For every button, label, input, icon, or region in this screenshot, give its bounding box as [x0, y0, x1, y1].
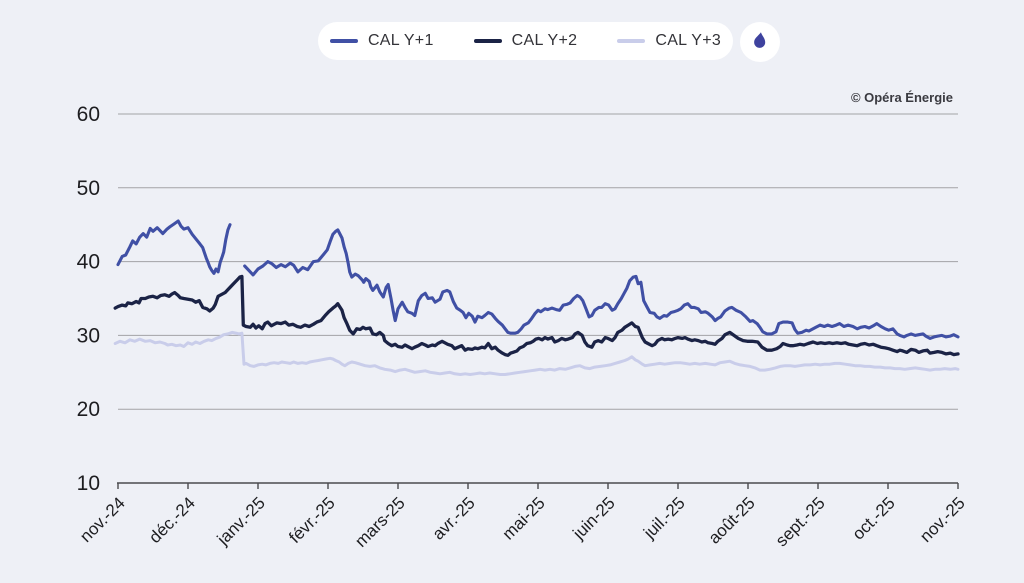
x-axis-label-mars-25: mars-25	[351, 493, 409, 551]
y-axis-label-10: 10	[77, 472, 100, 495]
y-axis-label-30: 30	[77, 324, 100, 347]
y-axis-label-20: 20	[77, 398, 100, 421]
copyright-notice: © Opéra Énergie	[850, 90, 953, 105]
series-line-cal-y-3	[113, 330, 960, 376]
x-axis-label-févr.-25: févr.-25	[285, 493, 339, 547]
x-axis-label-mai-25: mai-25	[499, 493, 549, 543]
flame-icon	[754, 32, 766, 48]
y-axis-label-40: 40	[77, 251, 100, 274]
x-axis-label-janv.-25: janv.-25	[213, 493, 269, 549]
x-axis-label-avr.-25: avr.-25	[429, 493, 479, 543]
x-axis-label-déc.-24: déc.-24	[145, 493, 199, 547]
cal-y3-line-swatch	[617, 39, 646, 43]
x-axis-label-oct.-25: oct.-25	[849, 493, 899, 543]
cal-y2-line-swatch	[473, 39, 502, 43]
legend-item-cal-y2: CAL Y+2	[473, 32, 578, 50]
cal-y1-line-swatch	[329, 39, 358, 43]
x-axis-label-nov.-24: nov.-24	[76, 493, 129, 546]
series-line-cal-y-1-seg2	[243, 228, 960, 340]
series-line-cal-y-1	[116, 219, 232, 275]
x-axis-label-nov.-25: nov.-25	[916, 493, 969, 546]
y-axis-label-60: 60	[77, 103, 100, 126]
gas-badge	[740, 22, 780, 62]
x-axis-label-août-25: août-25	[705, 493, 759, 547]
series-line-cal-y-2	[113, 274, 960, 357]
x-axis-label-sept.-25: sept.-25	[772, 493, 829, 550]
legend-label-cal-y2: CAL Y+2	[511, 32, 578, 49]
legend-item-cal-y3: CAL Y+3	[617, 32, 721, 50]
y-axis-label-50: 50	[77, 177, 100, 200]
legend-item-cal-y1: CAL Y+1	[329, 32, 434, 50]
legend-label-cal-y1: CAL Y+1	[367, 32, 434, 49]
chart-legend: CAL Y+1 CAL Y+2 CAL Y+3	[318, 22, 733, 60]
x-axis-label-juin-25: juin-25	[569, 493, 619, 543]
legend-label-cal-y3: CAL Y+3	[655, 32, 722, 49]
x-axis-label-juil.-25: juil.-25	[639, 493, 689, 543]
